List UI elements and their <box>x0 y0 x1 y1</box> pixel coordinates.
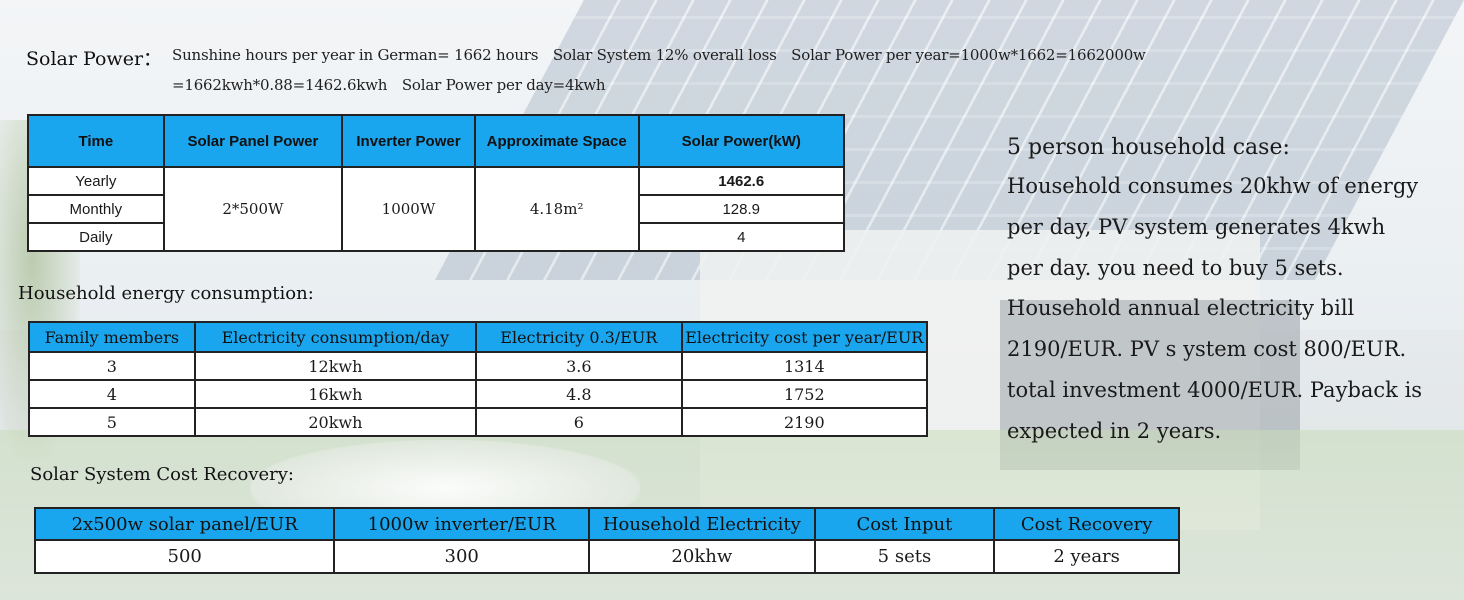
solar-power-cell: 4 <box>637 222 845 252</box>
table-header-cell: Electricity 0.3/EUR <box>475 321 683 353</box>
table-cell: 2 years <box>993 539 1180 574</box>
space-cell: 4.18m² <box>473 166 640 252</box>
table-cell: 2190 <box>680 407 929 437</box>
table-header-cell: Approximate Space <box>473 114 640 168</box>
table-cell: 3.6 <box>475 351 683 381</box>
panel-power-cell: 2*500W <box>162 166 344 252</box>
car <box>250 440 640 520</box>
table-cell: 20kwh <box>193 407 478 437</box>
system-loss-text: Solar System 12% overall loss <box>552 46 777 64</box>
table-cell: 5 sets <box>813 539 996 574</box>
table-cell: 3 <box>28 351 196 381</box>
table-header-cell: Time <box>27 114 165 168</box>
household-case: 5 person household case: Household consu… <box>1007 130 1427 452</box>
table-header-row: Time Solar Panel Power Inverter Power Ap… <box>27 114 845 168</box>
table-header-row: 2x500w solar panel/EUR 1000w inverter/EU… <box>33 507 1180 541</box>
table-header-cell: Cost Input <box>813 507 996 541</box>
table-header-cell: 2x500w solar panel/EUR <box>33 507 336 541</box>
household-heading: Household energy consumption: <box>18 283 314 304</box>
table-row: 5 20kwh 6 2190 <box>28 407 929 437</box>
table-header-row: Family members Electricity consumption/d… <box>28 321 929 353</box>
case-body: Household consumes 20khw of energy per d… <box>1007 174 1423 443</box>
table-header-cell: Cost Recovery <box>993 507 1180 541</box>
table-cell: 16kwh <box>193 379 478 409</box>
household-consumption-table: Family members Electricity consumption/d… <box>28 321 929 437</box>
table-cell: 4.8 <box>475 379 683 409</box>
time-cell: Yearly <box>27 166 165 196</box>
table-row: 4 16kwh 4.8 1752 <box>28 379 929 409</box>
table-header-cell: Solar Power(kW) <box>637 114 845 168</box>
table-cell: 1314 <box>680 351 929 381</box>
solar-power-cell: 1462.6 <box>637 166 845 196</box>
solar-info-line1: Sunshine hours per year in German= 1662 … <box>172 46 1156 64</box>
yearly-power-text: Solar Power per year=1000w*1662=1662000w <box>791 46 1146 64</box>
table-cell: 6 <box>475 407 683 437</box>
table-row: Daily 4 <box>27 222 845 252</box>
solar-power-cell: 128.9 <box>637 194 845 224</box>
table-cell: 12kwh <box>193 351 478 381</box>
inverter-power-cell: 1000W <box>341 166 476 252</box>
table-row: 500 300 20khw 5 sets 2 years <box>33 539 1180 574</box>
table-header-cell: Solar Panel Power <box>162 114 344 168</box>
sunshine-hours-text: Sunshine hours per year in German= 1662 … <box>172 46 539 64</box>
solar-power-table: Time Solar Panel Power Inverter Power Ap… <box>27 114 845 252</box>
table-cell: 5 <box>28 407 196 437</box>
cost-recovery-table: 2x500w solar panel/EUR 1000w inverter/EU… <box>33 507 1180 574</box>
table-header-cell: Household Electricity <box>588 507 816 541</box>
table-row: 3 12kwh 3.6 1314 <box>28 351 929 381</box>
table-header-cell: Electricity cost per year/EUR <box>680 321 929 353</box>
time-cell: Monthly <box>27 194 165 224</box>
table-header-cell: Electricity consumption/day <box>193 321 478 353</box>
table-cell: 300 <box>333 539 591 574</box>
daily-power-text: Solar Power per day=4kwh <box>401 76 606 94</box>
time-cell: Daily <box>27 222 165 252</box>
solar-power-heading: Solar Power： <box>26 48 163 70</box>
table-cell: 500 <box>33 539 336 574</box>
table-header-cell: Family members <box>28 321 196 353</box>
table-cell: 20khw <box>588 539 816 574</box>
table-row: Monthly 128.9 <box>27 194 845 224</box>
yearly-kwh-text: =1662kwh*0.88=1462.6kwh <box>172 76 388 94</box>
table-header-cell: 1000w inverter/EUR <box>333 507 591 541</box>
table-cell: 1752 <box>680 379 929 409</box>
cost-recovery-heading: Solar System Cost Recovery: <box>30 464 294 485</box>
table-header-cell: Inverter Power <box>341 114 476 168</box>
table-cell: 4 <box>28 379 196 409</box>
table-row: Yearly 2*500W 1000W 4.18m² 1462.6 <box>27 166 845 252</box>
solar-info-line2: =1662kwh*0.88=1462.6kwh Solar Power per … <box>172 76 615 94</box>
case-title: 5 person household case: <box>1007 135 1290 160</box>
